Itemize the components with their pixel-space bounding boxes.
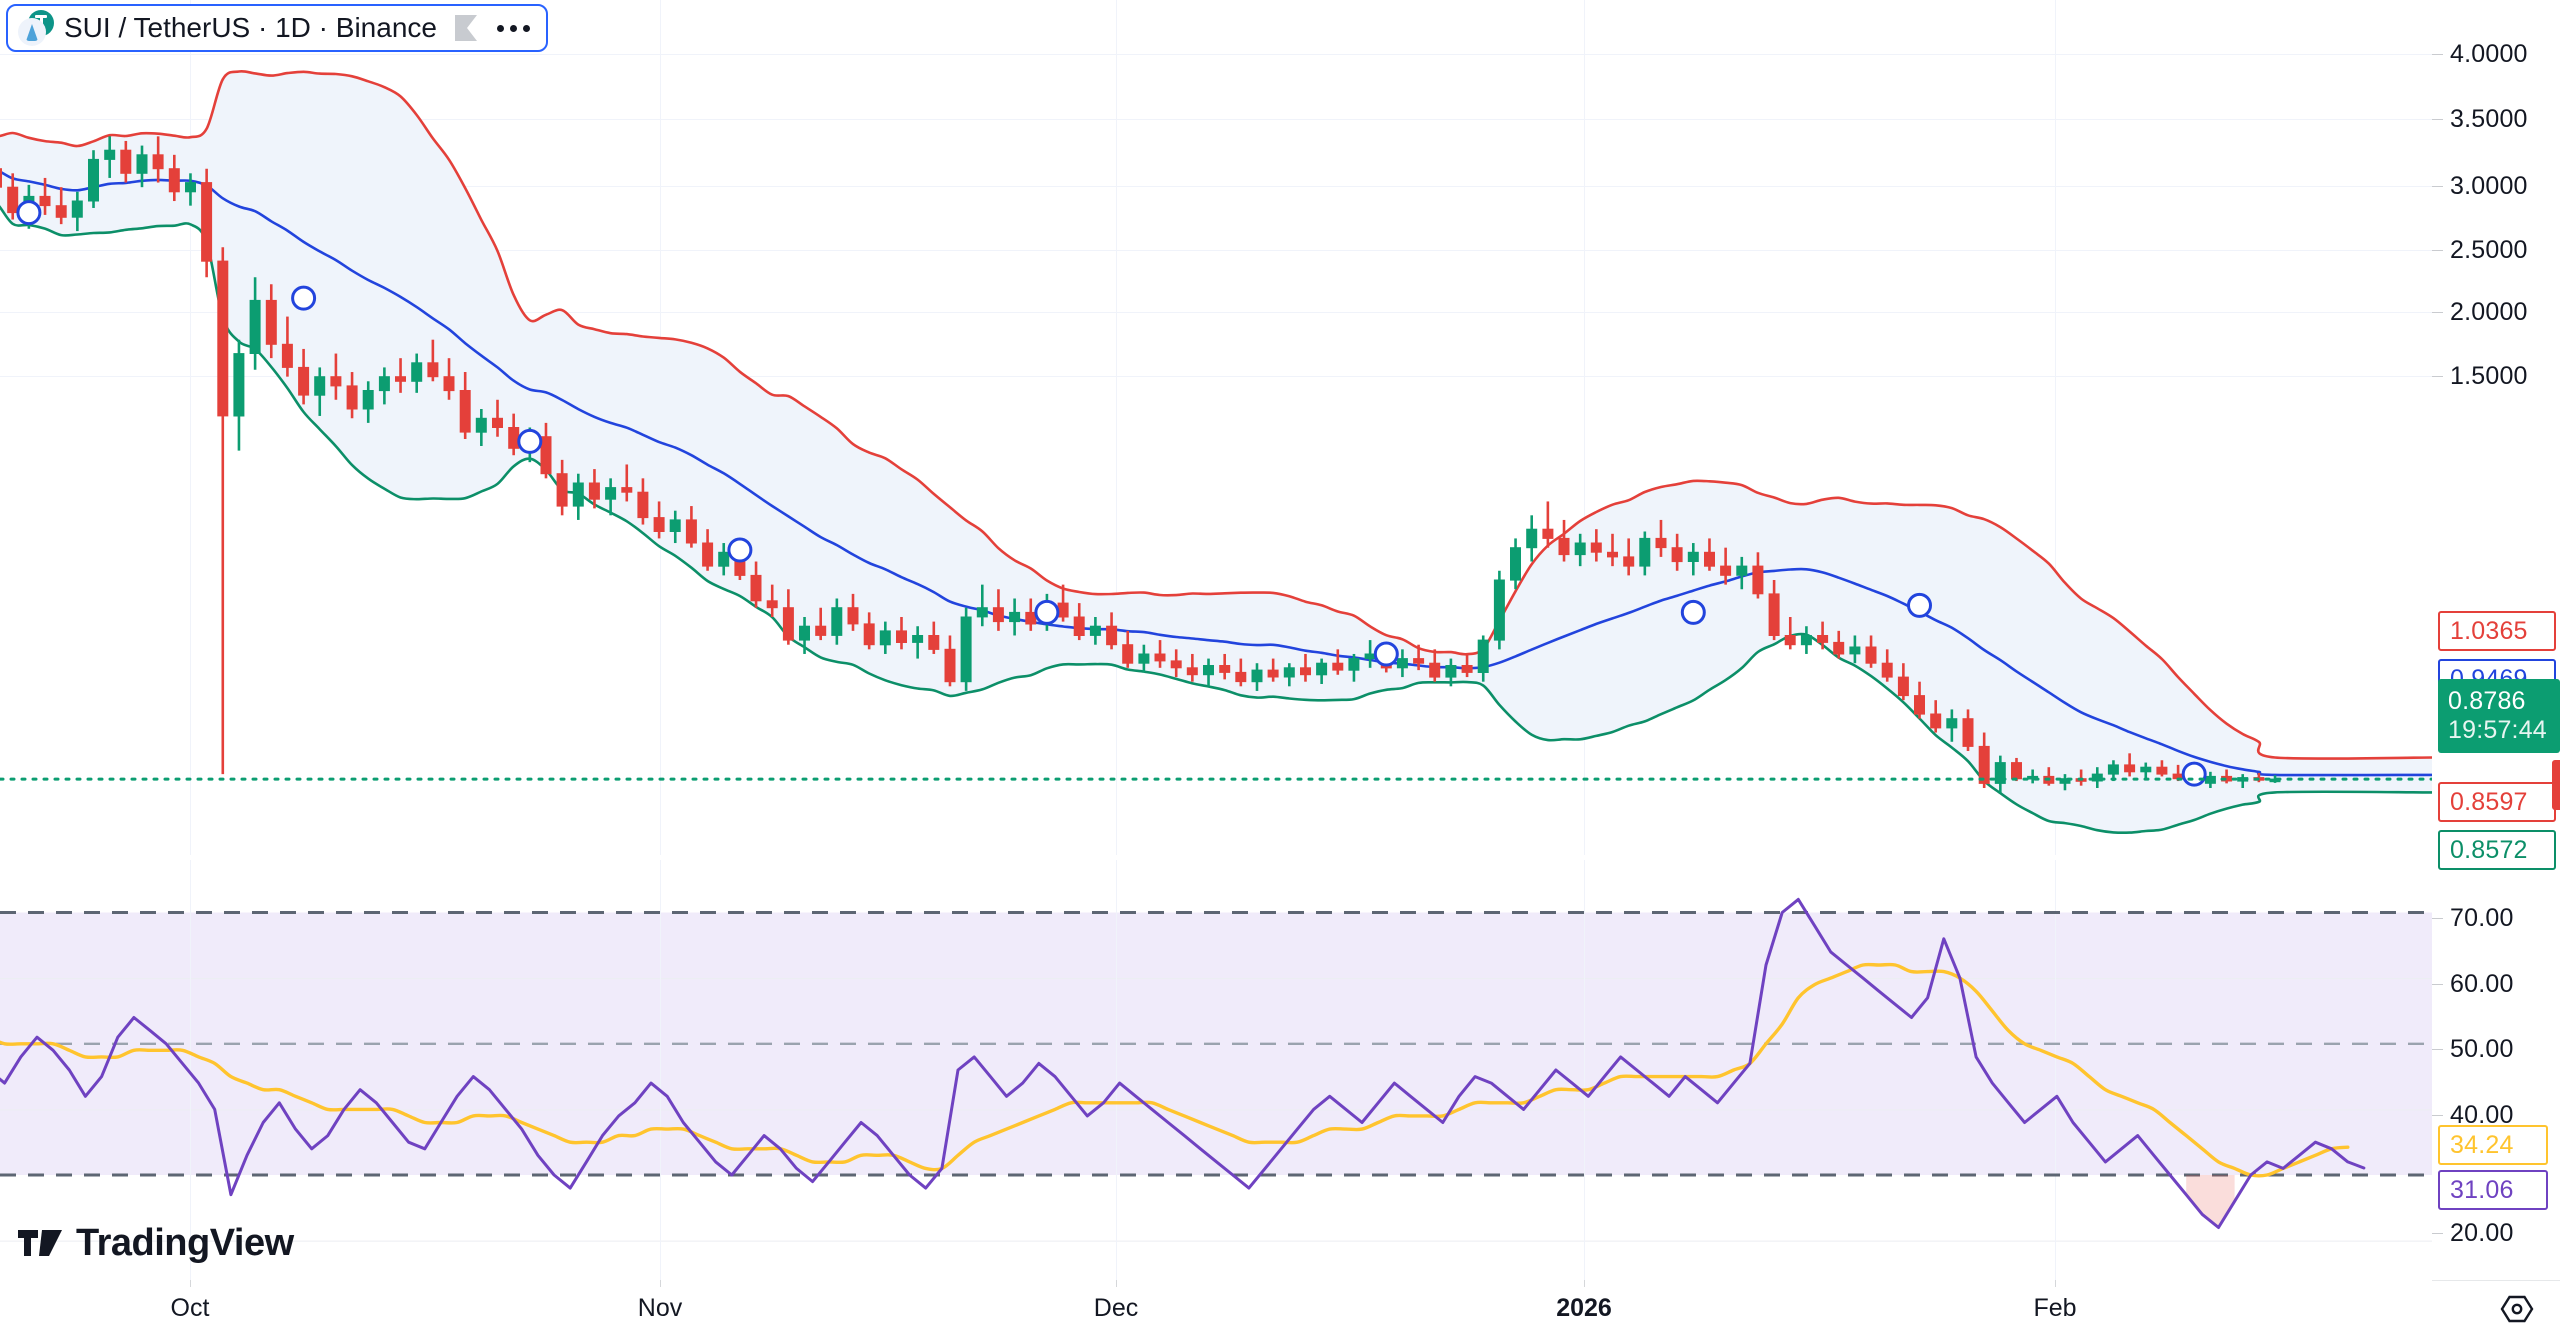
rsi-indicator-pane[interactable] bbox=[0, 860, 2432, 1280]
time-axis-label: Oct bbox=[170, 1294, 210, 1322]
rsi-scale-tick: 20.00 bbox=[2450, 1219, 2514, 1247]
price-chart-canvas[interactable] bbox=[0, 0, 2432, 855]
price-chart-pane[interactable] bbox=[0, 0, 2432, 855]
symbol-legend[interactable]: SUI / TetherUS · 1D · Binance bbox=[6, 4, 548, 52]
rsi-ma-tag[interactable]: 34.24 bbox=[2438, 1125, 2548, 1165]
scale-tick-mark bbox=[2432, 1049, 2443, 1050]
last-price-tag[interactable]: 0.8786 19:57:44 bbox=[2438, 679, 2560, 753]
tradingview-logo-icon bbox=[18, 1229, 62, 1256]
bb-upper-tag-value: 1.0365 bbox=[2450, 616, 2528, 645]
rsi-chart-canvas[interactable] bbox=[0, 860, 2432, 1280]
bb-lower-tag-value: 0.8572 bbox=[2450, 835, 2528, 864]
rsi-value-tag-value: 31.06 bbox=[2450, 1175, 2514, 1204]
price-scale-tick: 1.5000 bbox=[2450, 362, 2528, 390]
scale-tick-mark bbox=[2432, 918, 2443, 919]
rsi-scale-tick: 60.00 bbox=[2450, 970, 2514, 998]
more-options-icon[interactable] bbox=[496, 24, 530, 32]
time-axis[interactable]: Oct Nov Dec 2026 Feb bbox=[0, 1280, 2432, 1336]
prev-close-tag-value: 0.8597 bbox=[2450, 787, 2528, 816]
scale-tick-mark bbox=[2432, 54, 2443, 55]
time-axis-label: 2026 bbox=[1556, 1294, 1612, 1322]
last-price-marker bbox=[2552, 696, 2560, 746]
rsi-scale-tick: 40.00 bbox=[2450, 1101, 2514, 1129]
rsi-scale-tick: 70.00 bbox=[2450, 904, 2514, 932]
last-price-tag-value: 0.8786 bbox=[2448, 687, 2526, 715]
sui-coin-icon bbox=[18, 18, 46, 46]
time-tick-mark bbox=[1584, 1280, 1585, 1287]
prev-close-marker bbox=[2552, 760, 2560, 810]
sui-tether-logo-icon bbox=[18, 10, 54, 46]
time-axis-label: Dec bbox=[1093, 1294, 1139, 1322]
scale-tick-mark bbox=[2432, 119, 2443, 120]
price-scale-tick: 2.0000 bbox=[2450, 298, 2528, 326]
scale-tick-mark bbox=[2432, 1233, 2443, 1234]
bb-lower-tag[interactable]: 0.8572 bbox=[2438, 830, 2556, 870]
prev-close-tag[interactable]: 0.8597 bbox=[2438, 782, 2556, 822]
bb-upper-tag[interactable]: 1.0365 bbox=[2438, 611, 2556, 651]
price-scale-tick: 2.5000 bbox=[2450, 236, 2528, 264]
flag-icon[interactable] bbox=[453, 13, 479, 43]
scale-tick-mark bbox=[2432, 186, 2443, 187]
time-tick-mark bbox=[1116, 1280, 1117, 1287]
scale-tick-mark bbox=[2432, 312, 2443, 313]
price-scale[interactable]: 4.0000 3.5000 3.0000 2.5000 2.0000 1.5000 70.0… bbox=[2432, 0, 2560, 1280]
scale-tick-mark bbox=[2432, 984, 2443, 985]
countdown-timer: 19:57:44 bbox=[2448, 716, 2547, 744]
brand-name: TradingView bbox=[76, 1222, 294, 1264]
rsi-value-tag[interactable]: 31.06 bbox=[2438, 1170, 2548, 1210]
rsi-scale-tick: 50.00 bbox=[2450, 1035, 2514, 1063]
time-axis-label: Nov bbox=[637, 1294, 683, 1322]
symbol-title: SUI / TetherUS · 1D · Binance bbox=[64, 12, 437, 43]
scale-tick-mark bbox=[2432, 376, 2443, 377]
candles bbox=[0, 136, 2281, 793]
rsi-ma-tag-value: 34.24 bbox=[2450, 1130, 2514, 1159]
time-tick-mark bbox=[190, 1280, 191, 1287]
time-axis-label: Feb bbox=[2033, 1294, 2077, 1322]
price-scale-tick: 3.5000 bbox=[2450, 105, 2528, 133]
scale-tick-mark bbox=[2432, 1115, 2443, 1116]
chart-settings-gear-icon[interactable] bbox=[2500, 1292, 2534, 1326]
price-scale-tick: 3.0000 bbox=[2450, 172, 2528, 200]
tradingview-brand: TradingView bbox=[18, 1222, 294, 1265]
time-tick-mark bbox=[2055, 1280, 2056, 1287]
scale-tick-mark bbox=[2432, 250, 2443, 251]
price-scale-tick: 4.0000 bbox=[2450, 40, 2528, 68]
time-tick-mark bbox=[660, 1280, 661, 1287]
